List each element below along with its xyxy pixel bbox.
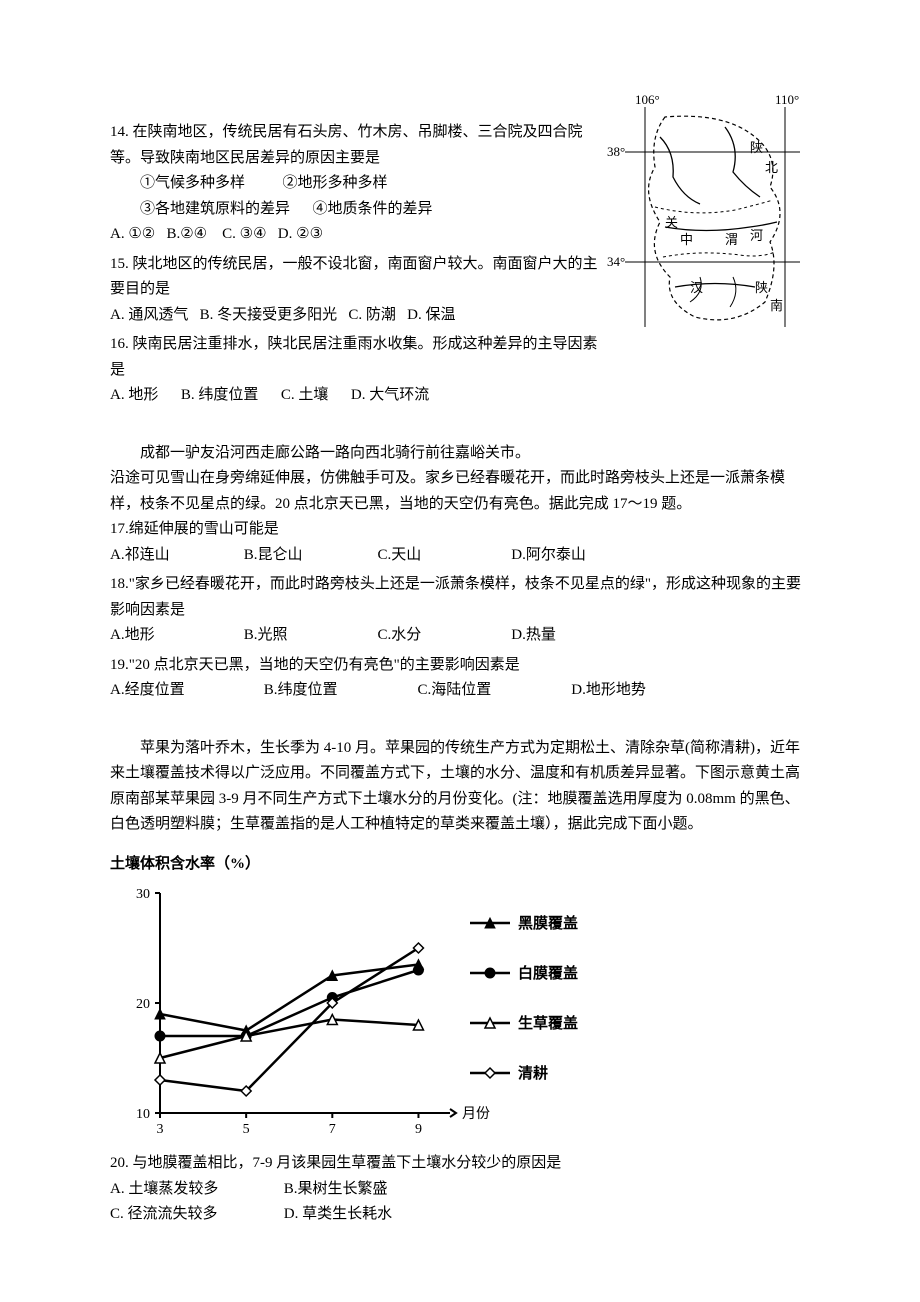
chart-svg: 10 20 30 3 5 7 9 月份 黑膜覆盖白膜覆盖生草覆盖清耕 bbox=[110, 883, 630, 1143]
passage-apple: 苹果为落叶乔木，生长季为 4-10 月。苹果园的传统生产方式为定期松土、清除杂草… bbox=[110, 736, 810, 838]
q18-optB: B.光照 bbox=[244, 623, 374, 649]
svg-text:3: 3 bbox=[157, 1122, 164, 1137]
svg-text:汉: 汉 bbox=[690, 280, 703, 295]
q19-optC: C.海陆位置 bbox=[418, 678, 568, 704]
passage-chengdu-2: 沿途可见雪山在身旁绵延伸展，仿佛触手可及。家乡已经春暖花开，而此时路旁枝头上还是… bbox=[110, 466, 810, 517]
map-lon-left: 106° bbox=[635, 92, 660, 107]
q20-optB: B.果树生长繁盛 bbox=[284, 1177, 454, 1203]
map-lat-38: 38° bbox=[607, 144, 625, 159]
question-20: 20. 与地膜覆盖相比，7-9 月该果园生草覆盖下土壤水分较少的原因是 A. 土… bbox=[110, 1151, 810, 1228]
q14-sub3: ③各地建筑原料的差异 bbox=[140, 201, 290, 217]
svg-text:河: 河 bbox=[750, 228, 763, 243]
soil-moisture-chart: 土壤体积含水率（%） 10 20 30 3 5 7 9 月份 黑膜覆盖白膜覆盖生草覆盖清耕 bbox=[110, 852, 810, 1144]
svg-text:5: 5 bbox=[243, 1122, 250, 1137]
svg-text:清耕: 清耕 bbox=[518, 1064, 548, 1082]
svg-text:南: 南 bbox=[770, 298, 783, 313]
svg-text:7: 7 bbox=[329, 1122, 336, 1137]
q17-optA: A.祁连山 bbox=[110, 543, 240, 569]
q16-optC: C. 土壤 bbox=[281, 387, 329, 403]
q14-optA: A. ①② bbox=[110, 226, 155, 242]
svg-text:中: 中 bbox=[680, 232, 693, 247]
q15-optC: C. 防潮 bbox=[348, 307, 396, 323]
q14-sub2: ②地形多种多样 bbox=[283, 175, 388, 191]
map-lon-right: 110° bbox=[775, 92, 799, 107]
svg-text:陕: 陕 bbox=[750, 140, 763, 155]
q19-optD: D.地形地势 bbox=[571, 682, 646, 698]
q16-optD: D. 大气环流 bbox=[351, 387, 429, 403]
q14-sub1: ①气候多种多样 bbox=[140, 175, 245, 191]
q18-optD: D.热量 bbox=[511, 627, 556, 643]
q16-stem: 16. 陕南民居注重排水，陕北民居注重雨水收集。形成这种差异的主导因素是 bbox=[110, 332, 810, 383]
svg-text:10: 10 bbox=[136, 1107, 150, 1122]
svg-text:30: 30 bbox=[136, 887, 150, 902]
question-19: 19."20 点北京天已黑，当地的天空仍有亮色"的主要影响因素是 A.经度位置 … bbox=[110, 653, 810, 704]
svg-text:陕: 陕 bbox=[755, 280, 768, 295]
svg-text:关: 关 bbox=[665, 215, 678, 230]
q15-optA: A. 通风透气 bbox=[110, 307, 188, 323]
q19-stem: 19."20 点北京天已黑，当地的天空仍有亮色"的主要影响因素是 bbox=[110, 653, 810, 679]
q20-optC: C. 径流流失较多 bbox=[110, 1202, 280, 1228]
svg-text:渭: 渭 bbox=[725, 232, 738, 247]
svg-text:北: 北 bbox=[765, 160, 778, 175]
svg-text:9: 9 bbox=[415, 1122, 422, 1137]
q18-optC: C.水分 bbox=[378, 623, 508, 649]
q20-optD: D. 草类生长耗水 bbox=[284, 1202, 454, 1228]
chart-title: 土壤体积含水率（%） bbox=[110, 852, 810, 878]
svg-text:白膜覆盖: 白膜覆盖 bbox=[518, 964, 578, 982]
question-17: 17.绵延伸展的雪山可能是 A.祁连山 B.昆仑山 C.天山 D.阿尔泰山 bbox=[110, 517, 810, 568]
q16-optB: B. 纬度位置 bbox=[181, 387, 259, 403]
q17-optC: C.天山 bbox=[378, 543, 508, 569]
q19-optA: A.经度位置 bbox=[110, 678, 260, 704]
svg-text:生草覆盖: 生草覆盖 bbox=[518, 1014, 578, 1032]
svg-text:20: 20 bbox=[136, 997, 150, 1012]
q14-optC: C. ③④ bbox=[222, 226, 266, 242]
q14-optD: D. ②③ bbox=[278, 226, 323, 242]
q20-optA: A. 土壤蒸发较多 bbox=[110, 1177, 280, 1203]
question-18: 18."家乡已经春暖花开，而此时路旁枝头上还是一派萧条模样，枝条不见星点的绿"，… bbox=[110, 572, 810, 649]
q14-sub4: ④地质条件的差异 bbox=[313, 201, 433, 217]
q19-optB: B.纬度位置 bbox=[264, 678, 414, 704]
q20-stem: 20. 与地膜覆盖相比，7-9 月该果园生草覆盖下土壤水分较少的原因是 bbox=[110, 1151, 810, 1177]
q17-optD: D.阿尔泰山 bbox=[511, 547, 586, 563]
map-figure: 106° 110° 38° 34° 陕 北 渭 河 汉 关 陕 南 中 bbox=[605, 92, 810, 337]
passage-chengdu: 成都一驴友沿河西走廊公路一路向西北骑行前往嘉峪关市。 bbox=[110, 441, 810, 467]
svg-text:月份: 月份 bbox=[462, 1106, 490, 1122]
q15-optD: D. 保温 bbox=[407, 307, 455, 323]
svg-text:黑膜覆盖: 黑膜覆盖 bbox=[518, 914, 578, 932]
q18-stem: 18."家乡已经春暖花开，而此时路旁枝头上还是一派萧条模样，枝条不见星点的绿"，… bbox=[110, 572, 810, 623]
q14-optB: B.②④ bbox=[166, 226, 207, 242]
q18-optA: A.地形 bbox=[110, 623, 240, 649]
q17-stem: 17.绵延伸展的雪山可能是 bbox=[110, 517, 810, 543]
q16-optA: A. 地形 bbox=[110, 387, 158, 403]
map-lat-34: 34° bbox=[607, 254, 625, 269]
q15-optB: B. 冬天接受更多阳光 bbox=[200, 307, 338, 323]
question-16: 16. 陕南民居注重排水，陕北民居注重雨水收集。形成这种差异的主导因素是 A. … bbox=[110, 332, 810, 409]
q17-optB: B.昆仑山 bbox=[244, 543, 374, 569]
